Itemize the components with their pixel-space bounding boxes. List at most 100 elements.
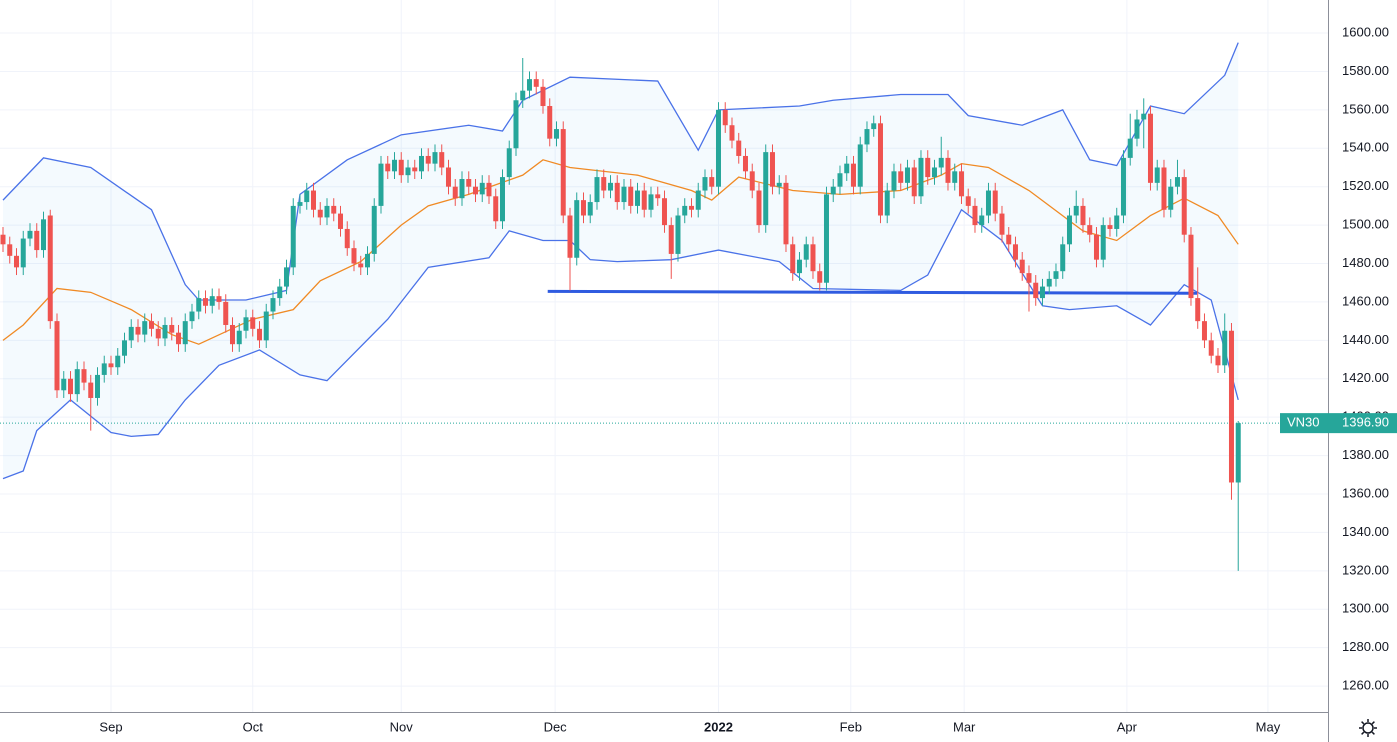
candle-body xyxy=(61,378,67,391)
candle-body xyxy=(911,167,917,197)
candle-body xyxy=(1141,113,1147,120)
candle-body xyxy=(412,167,418,172)
candle-body xyxy=(1120,157,1126,216)
candle-body xyxy=(1080,205,1086,226)
candle-body xyxy=(931,167,937,178)
candle-body xyxy=(20,238,26,268)
candle-body xyxy=(108,363,114,368)
y-tick-label: 1360.00 xyxy=(1342,485,1389,500)
candle-body xyxy=(877,123,883,216)
candle-body xyxy=(398,159,404,176)
y-tick-label: 1600.00 xyxy=(1342,24,1389,39)
candle-body xyxy=(628,186,634,206)
candle-body xyxy=(445,167,451,187)
candle-body xyxy=(891,171,897,191)
y-tick-label: 1540.00 xyxy=(1342,140,1389,155)
support-line xyxy=(547,289,1198,295)
candle-body xyxy=(1087,225,1093,235)
candle-body xyxy=(371,205,377,254)
candle-body xyxy=(904,167,910,183)
candle-body xyxy=(1174,177,1180,187)
symbol-label: VN30 xyxy=(1287,415,1320,430)
candle-body xyxy=(675,215,681,254)
candle-body xyxy=(1215,355,1221,366)
candle-body xyxy=(898,171,904,183)
candle-body xyxy=(763,152,769,226)
candle-body xyxy=(1147,113,1153,183)
candle-body xyxy=(695,190,701,210)
candle-body xyxy=(277,286,283,299)
x-tick-label: Feb xyxy=(840,719,862,734)
candle-body xyxy=(1093,234,1099,260)
candle-body xyxy=(553,129,559,139)
candle-body xyxy=(520,90,526,101)
candle-body xyxy=(94,374,100,398)
settings-icon[interactable] xyxy=(1359,719,1377,737)
candle-body xyxy=(250,317,256,329)
x-tick-label: May xyxy=(1256,719,1281,734)
candle-body xyxy=(634,190,640,206)
candle-body xyxy=(364,253,370,268)
candle-body xyxy=(317,209,323,218)
y-tick-label: 1260.00 xyxy=(1342,678,1389,693)
candle-body xyxy=(1195,298,1201,322)
candle-body xyxy=(965,196,971,206)
candle-body xyxy=(972,205,978,226)
gear-body[interactable] xyxy=(1362,722,1374,734)
candle-body xyxy=(1161,167,1167,210)
candle-body xyxy=(67,378,73,395)
candle-body xyxy=(182,321,188,345)
x-tick-label: 2022 xyxy=(704,719,733,734)
candle-body xyxy=(47,215,53,322)
candle-body xyxy=(526,79,532,91)
candle-body xyxy=(391,159,397,172)
plot-area xyxy=(0,42,1328,571)
candle-body xyxy=(202,298,208,306)
candle-body xyxy=(580,200,586,216)
candle-body xyxy=(290,205,296,268)
y-tick-label: 1580.00 xyxy=(1342,63,1389,78)
candle-body xyxy=(560,129,566,216)
candle-body xyxy=(661,198,667,226)
candle-body xyxy=(668,225,674,254)
candle-body xyxy=(587,202,593,216)
candle-body xyxy=(27,230,33,239)
candle-body xyxy=(655,194,661,199)
candle-body xyxy=(1073,205,1079,216)
candle-body xyxy=(148,321,154,329)
candle-body xyxy=(682,205,688,216)
gear-teeth[interactable] xyxy=(1359,719,1377,737)
candle-body xyxy=(736,140,742,156)
candle-body xyxy=(466,179,472,187)
candle-body xyxy=(1100,225,1106,260)
candle-body xyxy=(1019,259,1025,274)
candle-body xyxy=(729,125,735,141)
candle-body xyxy=(142,321,148,335)
candle-body xyxy=(378,163,384,206)
candle-body xyxy=(817,271,823,283)
candle-body xyxy=(702,177,708,191)
candle-body xyxy=(486,182,492,197)
candle-body xyxy=(7,244,13,256)
y-tick-label: 1500.00 xyxy=(1342,217,1389,232)
candle-body xyxy=(418,155,424,172)
candle-body xyxy=(351,248,357,264)
candle-body xyxy=(864,129,870,145)
candle-body xyxy=(722,109,728,126)
candle-body xyxy=(601,177,607,191)
x-tick-label: Sep xyxy=(99,719,122,734)
candle-body xyxy=(1066,215,1072,245)
candle-body xyxy=(1039,286,1045,299)
candle-body xyxy=(236,330,242,345)
y-tick-label: 1300.00 xyxy=(1342,601,1389,616)
candle-body xyxy=(432,152,438,164)
candle-body xyxy=(344,228,350,249)
candle-body xyxy=(776,182,782,187)
candle-body xyxy=(189,311,195,322)
candle-body xyxy=(0,234,6,245)
candle-body xyxy=(263,311,269,341)
candle-body xyxy=(844,163,850,174)
candle-body xyxy=(101,363,107,375)
candle-body xyxy=(1060,244,1066,272)
